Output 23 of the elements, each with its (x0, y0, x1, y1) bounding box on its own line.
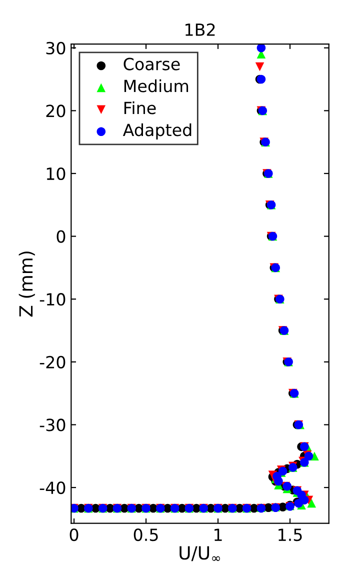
y-tick-label: -10 (40, 293, 66, 306)
x-tick-label: 0.5 (134, 528, 158, 542)
y-tick-label: 0 (56, 230, 66, 243)
x-tick-label: 1 (214, 528, 222, 541)
y-tick-label: 20 (46, 104, 66, 118)
point (272, 472, 282, 481)
legend-label: Adapted (122, 123, 192, 140)
x-tick-label: 0 (70, 528, 78, 542)
legend-label: Coarse (124, 58, 180, 70)
legend-label: Medium (124, 79, 188, 92)
point (255, 62, 264, 72)
point (256, 44, 266, 52)
x-tick-label: 1.5 (278, 528, 302, 542)
y-tick-label: -40 (40, 481, 66, 494)
y-tick-label: -20 (40, 356, 66, 368)
x-axis-title: U/U$_{∞}$ (180, 546, 220, 562)
chart-title: 1B2 (186, 23, 215, 36)
point (307, 498, 316, 508)
y-tick-label: 10 (46, 167, 66, 180)
y-tick-label: -30 (40, 418, 66, 432)
y-axis-title: Z (mm) (18, 252, 35, 317)
legend-label: Fine (124, 101, 156, 114)
y-tick-label: 30 (46, 42, 66, 54)
